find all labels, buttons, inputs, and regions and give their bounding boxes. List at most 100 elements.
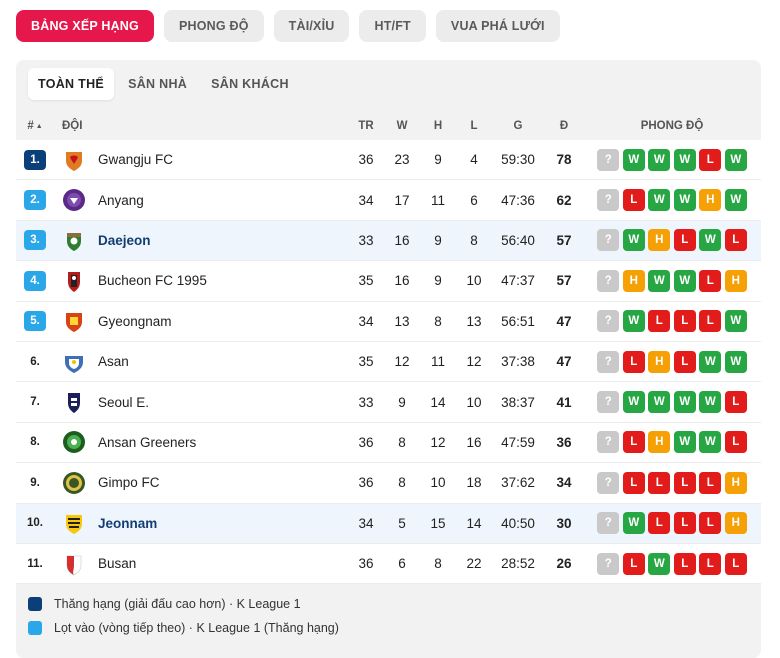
form-badge[interactable]: H xyxy=(724,269,747,292)
table-row[interactable]: 4. Bucheon FC 1995 35 16 9 10 47:37 57 ?… xyxy=(16,261,761,302)
team-cell[interactable]: Daejeon xyxy=(62,221,322,260)
form-badge[interactable]: W xyxy=(648,552,671,575)
form-badge[interactable]: ? xyxy=(597,350,620,373)
team-cell[interactable]: Bucheon FC 1995 xyxy=(62,261,322,300)
form-badge[interactable]: W xyxy=(699,350,722,373)
team-name[interactable]: Busan xyxy=(98,556,137,572)
form-badge[interactable]: W xyxy=(648,391,671,414)
tab-standings[interactable]: BẢNG XẾP HẠNG xyxy=(16,10,154,42)
form-badge[interactable]: ? xyxy=(597,189,620,212)
table-row[interactable]: 2. Anyang 34 17 11 6 47:36 62 ? L W W H W xyxy=(16,180,761,221)
tab-ht-ft[interactable]: HT/FT xyxy=(359,10,426,42)
team-name[interactable]: Asan xyxy=(98,354,129,370)
form-badge[interactable]: L xyxy=(699,512,722,535)
form-badge[interactable]: W xyxy=(699,391,722,414)
form-badge[interactable]: W xyxy=(648,269,671,292)
form-badge[interactable]: L xyxy=(699,552,722,575)
form-badge[interactable]: L xyxy=(724,552,747,575)
form-badge[interactable]: L xyxy=(622,189,645,212)
team-name[interactable]: Seoul E. xyxy=(98,394,150,410)
table-row[interactable]: 11. Busan 36 6 8 22 28:52 26 ? L W L L L xyxy=(16,543,761,585)
form-badge[interactable]: W xyxy=(724,148,747,171)
form-badge[interactable]: L xyxy=(648,310,671,333)
form-badge[interactable]: L xyxy=(622,431,645,454)
table-row[interactable]: 3. Daejeon 33 16 9 8 56:40 57 ? W H L W L xyxy=(16,220,761,262)
team-name[interactable]: Jeonnam xyxy=(98,515,158,531)
form-badge[interactable]: L xyxy=(622,552,645,575)
form-badge[interactable]: L xyxy=(648,471,671,494)
form-badge[interactable]: L xyxy=(622,350,645,373)
team-name[interactable]: Gwangju FC xyxy=(98,152,174,168)
team-cell[interactable]: Gwangju FC xyxy=(62,140,322,179)
form-badge[interactable]: W xyxy=(622,229,645,252)
form-badge[interactable]: L xyxy=(622,471,645,494)
form-badge[interactable]: ? xyxy=(597,471,620,494)
form-badge[interactable]: L xyxy=(673,552,696,575)
form-badge[interactable]: ? xyxy=(597,512,620,535)
tab-over-under[interactable]: TÀI/XỈU xyxy=(273,10,350,42)
form-badge[interactable]: W xyxy=(724,350,747,373)
form-badge[interactable]: L xyxy=(673,310,696,333)
form-badge[interactable]: L xyxy=(648,512,671,535)
team-cell[interactable]: Seoul E. xyxy=(62,382,322,421)
form-badge[interactable]: W xyxy=(699,431,722,454)
table-row[interactable]: 7. Seoul E. 33 9 14 10 38:37 41 ? W W W W L xyxy=(16,382,761,423)
form-badge[interactable]: W xyxy=(648,148,671,171)
form-badge[interactable]: H xyxy=(699,189,722,212)
form-badge[interactable]: W xyxy=(724,189,747,212)
form-badge[interactable]: W xyxy=(622,391,645,414)
team-cell[interactable]: Asan xyxy=(62,342,322,381)
team-cell[interactable]: Jeonnam xyxy=(62,504,322,543)
form-badge[interactable]: W xyxy=(673,269,696,292)
tab-away[interactable]: SÂN KHÁCH xyxy=(211,77,289,91)
form-badge[interactable]: H xyxy=(648,350,671,373)
tab-home[interactable]: SÂN NHÀ xyxy=(128,77,188,91)
form-badge[interactable]: ? xyxy=(597,269,620,292)
team-name[interactable]: Ansan Greeners xyxy=(98,434,197,450)
form-badge[interactable]: W xyxy=(622,512,645,535)
table-row[interactable]: 9. Gimpo FC 36 8 10 18 37:62 34 ? L L L L H xyxy=(16,463,761,504)
table-row[interactable]: 10. Jeonnam 34 5 15 14 40:50 30 ? W L L L H xyxy=(16,503,761,544)
tab-form[interactable]: PHONG ĐỘ xyxy=(163,10,264,42)
form-badge[interactable]: L xyxy=(699,269,722,292)
team-name[interactable]: Gyeongnam xyxy=(98,313,172,329)
form-badge[interactable]: L xyxy=(673,512,696,535)
form-badge[interactable]: W xyxy=(673,431,696,454)
team-cell[interactable]: Gyeongnam xyxy=(62,302,322,341)
form-badge[interactable]: W xyxy=(699,229,722,252)
form-badge[interactable]: ? xyxy=(597,431,620,454)
form-badge[interactable]: H xyxy=(724,512,747,535)
form-badge[interactable]: ? xyxy=(597,148,620,171)
form-badge[interactable]: W xyxy=(622,148,645,171)
tab-top-scorers[interactable]: VUA PHÁ LƯỚI xyxy=(435,10,560,42)
form-badge[interactable]: L xyxy=(724,431,747,454)
form-badge[interactable]: W xyxy=(673,391,696,414)
form-badge[interactable]: L xyxy=(673,229,696,252)
team-cell[interactable]: Ansan Greeners xyxy=(62,423,322,462)
form-badge[interactable]: H xyxy=(648,431,671,454)
table-row[interactable]: 5. Gyeongnam 34 13 8 13 56:51 47 ? W L L L W xyxy=(16,301,761,342)
table-row[interactable]: 8. Ansan Greeners 36 8 12 16 47:59 36 ? L… xyxy=(16,422,761,464)
form-badge[interactable]: L xyxy=(699,310,722,333)
table-row[interactable]: 1. Gwangju FC 36 23 9 4 59:30 78 ? W W W L W xyxy=(16,140,761,181)
form-badge[interactable]: L xyxy=(699,471,722,494)
team-cell[interactable]: Gimpo FC xyxy=(62,463,322,502)
form-badge[interactable]: ? xyxy=(597,229,620,252)
form-badge[interactable]: W xyxy=(648,189,671,212)
form-badge[interactable]: W xyxy=(622,310,645,333)
team-cell[interactable]: Busan xyxy=(62,544,322,583)
form-badge[interactable]: W xyxy=(673,189,696,212)
form-badge[interactable]: W xyxy=(724,310,747,333)
form-badge[interactable]: L xyxy=(699,148,722,171)
form-badge[interactable]: H xyxy=(622,269,645,292)
team-cell[interactable]: Anyang xyxy=(62,180,322,219)
team-name[interactable]: Bucheon FC 1995 xyxy=(98,273,207,289)
form-badge[interactable]: L xyxy=(673,350,696,373)
form-badge[interactable]: H xyxy=(648,229,671,252)
team-name[interactable]: Gimpo FC xyxy=(98,475,160,491)
form-badge[interactable]: H xyxy=(724,471,747,494)
form-badge[interactable]: ? xyxy=(597,552,620,575)
form-badge[interactable]: ? xyxy=(597,310,620,333)
form-badge[interactable]: L xyxy=(673,471,696,494)
tab-overall[interactable]: TOÀN THỂ xyxy=(28,68,115,100)
